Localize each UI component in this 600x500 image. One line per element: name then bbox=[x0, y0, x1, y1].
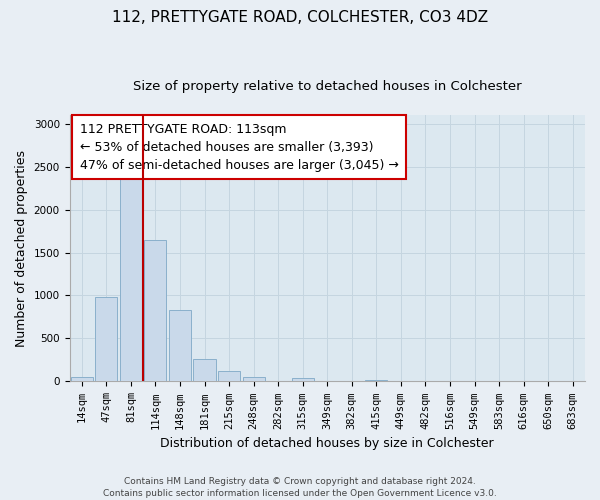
Text: 112, PRETTYGATE ROAD, COLCHESTER, CO3 4DZ: 112, PRETTYGATE ROAD, COLCHESTER, CO3 4D… bbox=[112, 10, 488, 25]
Bar bbox=[95, 297, 118, 382]
Bar bbox=[193, 358, 215, 382]
Bar bbox=[242, 377, 265, 382]
X-axis label: Distribution of detached houses by size in Colchester: Distribution of detached houses by size … bbox=[160, 437, 494, 450]
Y-axis label: Number of detached properties: Number of detached properties bbox=[15, 150, 28, 346]
Bar bbox=[365, 380, 388, 382]
Title: Size of property relative to detached houses in Colchester: Size of property relative to detached ho… bbox=[133, 80, 521, 93]
Text: Contains HM Land Registry data © Crown copyright and database right 2024.
Contai: Contains HM Land Registry data © Crown c… bbox=[103, 476, 497, 498]
Bar bbox=[292, 378, 314, 382]
Bar bbox=[145, 240, 166, 382]
Bar bbox=[71, 377, 93, 382]
Bar bbox=[218, 371, 240, 382]
Bar bbox=[120, 171, 142, 382]
Bar bbox=[169, 310, 191, 382]
Text: 112 PRETTYGATE ROAD: 113sqm
← 53% of detached houses are smaller (3,393)
47% of : 112 PRETTYGATE ROAD: 113sqm ← 53% of det… bbox=[80, 123, 399, 172]
